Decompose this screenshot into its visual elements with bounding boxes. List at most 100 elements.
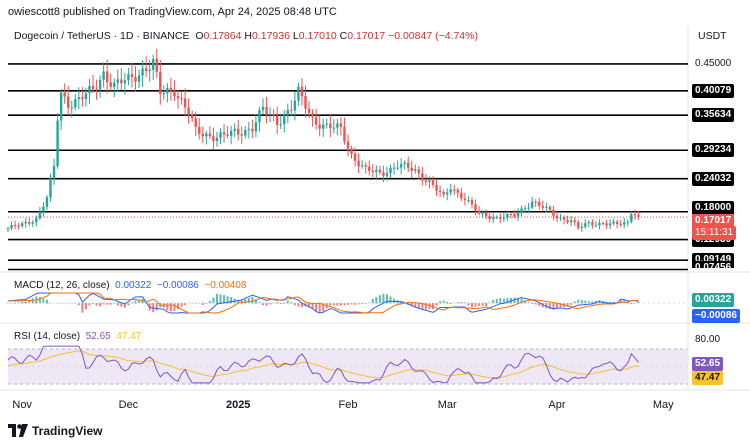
candle-body: [555, 215, 559, 219]
candle-body: [541, 205, 544, 208]
candle-body: [77, 97, 81, 100]
candle-body: [222, 132, 226, 135]
macd-histogram-bar: [513, 297, 516, 304]
rsi-band: [8, 349, 688, 384]
candle-body: [130, 74, 134, 77]
level-price-tag-partial: 0.07456: [692, 261, 735, 268]
macd-histogram-bar: [424, 303, 427, 310]
candle-body: [17, 225, 20, 227]
macd-histogram-bar: [350, 303, 353, 305]
candle-body: [187, 107, 190, 115]
macd-histogram-bar: [10, 302, 13, 304]
currency-label[interactable]: USDT: [698, 30, 727, 42]
candle-body: [148, 69, 151, 72]
candle-body: [166, 87, 169, 94]
candle-body: [559, 217, 562, 219]
candle-body: [311, 113, 314, 118]
macd-histogram-bar: [244, 299, 247, 304]
candle-body: [608, 223, 612, 226]
candle-body: [314, 117, 318, 125]
macd-histogram-bar: [531, 303, 534, 304]
candle-body: [88, 86, 91, 94]
macd-histogram-bar: [435, 303, 438, 306]
macd-histogram-bar: [191, 303, 194, 304]
high-value: 0.17936: [251, 30, 290, 42]
candle-body: [460, 192, 463, 199]
time-axis-label: Feb: [339, 399, 358, 411]
macd-histogram-bar: [414, 303, 417, 308]
candle-body: [325, 123, 328, 125]
candle-body: [162, 93, 166, 95]
macd-histogram-bar: [265, 303, 268, 306]
price-axis-label: 0.45000: [695, 57, 732, 69]
macd-histogram-bar: [470, 303, 473, 308]
candle-body: [371, 170, 374, 173]
candle-body: [605, 223, 608, 226]
macd-histogram-bar: [45, 299, 48, 304]
macd-histogram-bar: [166, 303, 169, 311]
macd-histogram-bar: [293, 303, 296, 306]
tradingview-logo-text: TradingView: [32, 424, 103, 438]
candle-body: [378, 169, 382, 173]
macd-histogram-bar: [534, 303, 537, 305]
macd-histogram-bar: [417, 303, 420, 309]
candle-body: [137, 75, 141, 82]
candle-body: [353, 153, 357, 161]
candle-body: [141, 68, 144, 76]
candle-body: [144, 68, 148, 72]
macd-value-tag: 0.00322: [692, 293, 735, 307]
candle-body: [336, 123, 339, 128]
candle-body: [477, 210, 481, 214]
candle-body: [176, 96, 180, 99]
symbol-bar: Dogecoin / TetherUS · 1D · BINANCE O0.17…: [14, 30, 478, 42]
macd-histogram-bar: [290, 302, 293, 304]
candle-body: [467, 199, 470, 201]
candle-body: [368, 166, 371, 171]
candle-body: [74, 99, 77, 108]
candle-body: [6, 228, 10, 230]
macd-histogram-bar: [339, 303, 342, 306]
macd-histogram-bar: [630, 303, 633, 304]
tradingview-logo[interactable]: TradingView: [8, 424, 102, 438]
candle-body: [286, 109, 289, 116]
candle-body: [134, 76, 137, 82]
candle-body: [91, 86, 95, 90]
level-price-tag: 0.29234: [692, 143, 735, 158]
macd-histogram-bar: [38, 297, 41, 304]
macd-histogram-bar: [555, 303, 558, 309]
macd-histogram-bar: [240, 300, 243, 304]
candle-body: [265, 106, 268, 115]
candle-body: [382, 172, 385, 176]
candle-body: [396, 167, 399, 169]
macd-histogram-bar: [502, 298, 505, 304]
close-label: C: [339, 30, 348, 42]
candle-body: [591, 222, 594, 226]
candle-body: [410, 167, 413, 171]
macd-histogram-bar: [375, 297, 378, 304]
candle-body: [364, 165, 367, 167]
macd-histogram-bar: [84, 303, 87, 310]
rsi-legend-name: RSI (14, close): [14, 331, 81, 342]
candle-body: [42, 206, 45, 212]
candle-body: [304, 96, 307, 109]
candle-body: [619, 223, 622, 225]
macd-histogram-bar: [456, 302, 459, 304]
candle-body: [155, 58, 158, 73]
candle-body: [318, 124, 321, 129]
macd-histogram-bar: [378, 295, 381, 304]
candle-body: [488, 216, 491, 220]
macd-histogram-bar: [322, 303, 325, 312]
candle-body: [385, 173, 389, 176]
macd-histogram-bar: [42, 298, 45, 304]
macd-histogram-bar: [591, 301, 594, 304]
macd-histogram-bar: [155, 303, 158, 311]
time-axis-label: Apr: [548, 399, 565, 411]
candle-body: [601, 222, 605, 224]
candle-body: [495, 216, 498, 218]
candle-body: [329, 123, 332, 128]
candle-body: [272, 113, 275, 116]
candle-body: [244, 129, 247, 136]
symbol-title[interactable]: Dogecoin / TetherUS · 1D · BINANCE: [14, 30, 190, 42]
macd-histogram-bar: [102, 303, 105, 305]
